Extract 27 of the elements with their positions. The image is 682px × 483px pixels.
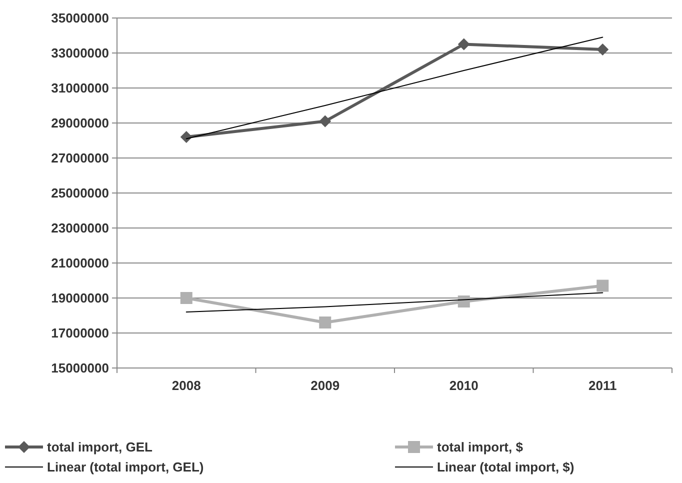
y-tick-label: 25000000 (51, 186, 109, 201)
y-tick-label: 23000000 (51, 220, 109, 236)
y-tick-label: 21000000 (51, 256, 109, 271)
legend-label: total import, GEL (47, 440, 152, 455)
legend-label: Linear (total import, $) (437, 460, 574, 475)
point (180, 292, 192, 304)
x-tick-label: 2009 (310, 378, 340, 393)
x-tick-label: 2010 (449, 378, 478, 393)
point (596, 44, 609, 56)
point (180, 131, 192, 143)
legend-label: total import, $ (437, 440, 524, 455)
x-tick-label: 2008 (172, 378, 201, 393)
point (319, 316, 332, 328)
point (458, 38, 470, 50)
y-tick-label: 35000000 (51, 10, 109, 26)
legend-label: Linear (total import, GEL) (47, 460, 204, 475)
y-tick-label: 31000000 (51, 80, 109, 96)
y-tick-label: 19000000 (51, 290, 109, 306)
y-tick-label: 17000000 (51, 326, 109, 341)
y-tick-label: 27000000 (51, 150, 109, 166)
x-tick-label: 2011 (588, 378, 617, 393)
point (458, 296, 470, 308)
y-tick-label: 15000000 (51, 360, 109, 376)
y-tick-label: 33000000 (51, 46, 109, 61)
point (596, 280, 609, 292)
y-tick-label: 29000000 (51, 116, 109, 131)
point (319, 115, 332, 128)
